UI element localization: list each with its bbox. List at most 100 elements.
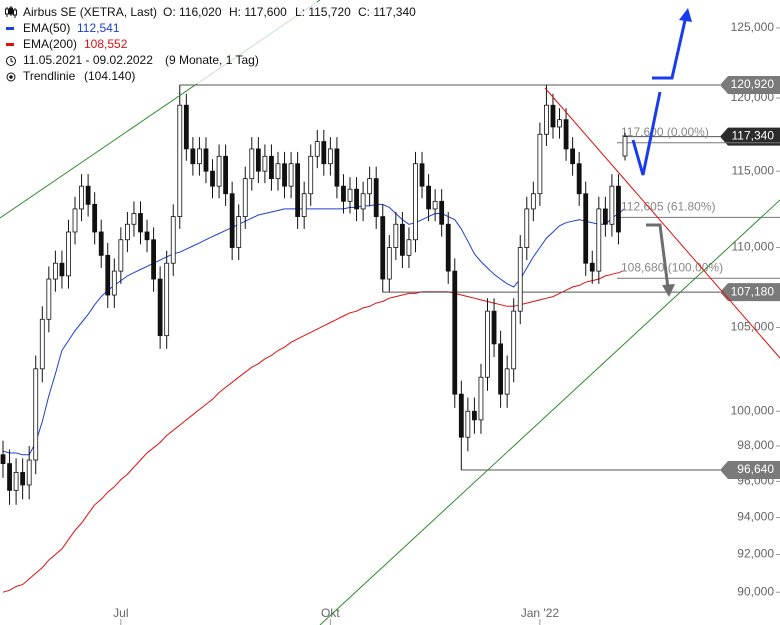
candle-body	[393, 223, 399, 248]
candle-body	[419, 163, 425, 187]
candle-body	[242, 178, 248, 217]
candle-body	[622, 136, 628, 157]
candle-body	[491, 310, 497, 345]
candle-body	[157, 278, 163, 337]
candle-body	[151, 239, 156, 280]
legend-period-note: (9 Monate, 1 Tag)	[165, 53, 259, 67]
level-label: 96,640	[737, 462, 774, 476]
trend-icon	[6, 72, 16, 82]
legend-period: 11.05.2021 - 09.02.2022	[23, 53, 153, 67]
candle-body	[223, 155, 229, 195]
candle-body	[327, 148, 333, 165]
candle-body	[183, 104, 189, 150]
level-badge	[720, 127, 780, 146]
legend-value: 112,541	[77, 21, 120, 35]
candle-body	[321, 141, 327, 165]
candle-body	[7, 463, 12, 491]
forecast-arrow	[652, 15, 688, 80]
forecast-arrow	[646, 223, 670, 289]
candle-body	[79, 185, 84, 210]
candle-body	[557, 119, 562, 128]
candle-body	[262, 155, 268, 172]
candle-body	[504, 368, 510, 395]
candle-body	[118, 239, 124, 272]
y-tick-label: 125,000	[731, 20, 775, 34]
candle-body	[92, 203, 98, 233]
candle-body	[537, 133, 543, 195]
candle-body	[85, 185, 91, 205]
candle-body	[511, 310, 517, 370]
candle-body	[360, 193, 366, 210]
candle-body	[125, 223, 130, 241]
candle-body	[465, 410, 471, 438]
candle-body	[616, 185, 621, 233]
candle-body	[426, 185, 431, 210]
candle-body	[458, 393, 464, 438]
legend-value: 108,552	[84, 37, 128, 51]
candle-body	[255, 148, 261, 172]
candle-body	[210, 170, 215, 187]
candle-body	[498, 343, 504, 395]
resistance-line	[544, 87, 780, 359]
candle-body	[308, 155, 314, 195]
candle-body	[216, 155, 222, 187]
candle-body	[111, 270, 117, 296]
candle-body	[190, 148, 196, 165]
candle-body	[602, 208, 608, 225]
candle-body	[589, 262, 595, 272]
candle-body	[314, 141, 320, 157]
candle-body	[301, 193, 307, 217]
y-tick-label: 115,000	[732, 163, 775, 177]
forecast-arrow	[631, 91, 662, 176]
candle-body	[432, 200, 438, 210]
candle-icon	[5, 6, 17, 18]
clock-icon	[10, 58, 14, 63]
candle-body	[138, 213, 143, 233]
legend: Airbus SE (XETRA, Last) O: 116,020 H: 11…	[0, 2, 416, 84]
arrow-head	[662, 284, 675, 297]
candle-body	[197, 148, 202, 165]
candle-body	[485, 310, 490, 378]
candle-body	[288, 163, 294, 187]
legend-title: Airbus SE (XETRA, Last)	[23, 5, 157, 19]
candle-body	[596, 208, 602, 272]
candle-body	[413, 163, 418, 241]
candle-body	[570, 148, 576, 165]
candle-body	[52, 262, 58, 280]
legend-bg	[0, 2, 405, 84]
candle-body	[249, 148, 255, 180]
candle-body	[609, 185, 615, 225]
plot-area: 125,000120,000115,000110,000105,000100,0…	[0, 20, 780, 625]
candle-body	[295, 163, 301, 217]
candle-body	[72, 208, 78, 233]
candle-body	[269, 155, 274, 180]
candle-body	[576, 163, 582, 195]
candle-body	[517, 247, 523, 312]
y-tick-label: 110,000	[732, 240, 775, 254]
ema-line	[2, 269, 626, 593]
level-badge	[720, 460, 780, 479]
trend-line	[319, 199, 780, 625]
candle-body	[59, 262, 65, 277]
level-badge	[720, 283, 780, 302]
candle-body	[144, 231, 150, 241]
legend-low: L: 115,720	[295, 5, 351, 19]
candle-body	[530, 193, 536, 210]
candle-body	[98, 231, 104, 256]
candle-body	[0, 454, 6, 464]
fib-label: 117,600 (0.00%)	[621, 125, 709, 139]
candle-body	[13, 472, 19, 491]
candle-body	[399, 223, 405, 256]
candle-body	[66, 231, 71, 277]
candle-body	[236, 216, 242, 248]
candle-body	[386, 247, 392, 280]
level-badge	[720, 75, 780, 94]
candle-body	[275, 163, 281, 180]
level-label: 120,920	[731, 77, 775, 91]
y-tick-label: 92,000	[737, 547, 774, 561]
candle-body	[445, 223, 451, 272]
candle-body	[26, 459, 32, 486]
x-tick-label: Okt	[321, 606, 340, 620]
candle-body	[563, 119, 569, 150]
